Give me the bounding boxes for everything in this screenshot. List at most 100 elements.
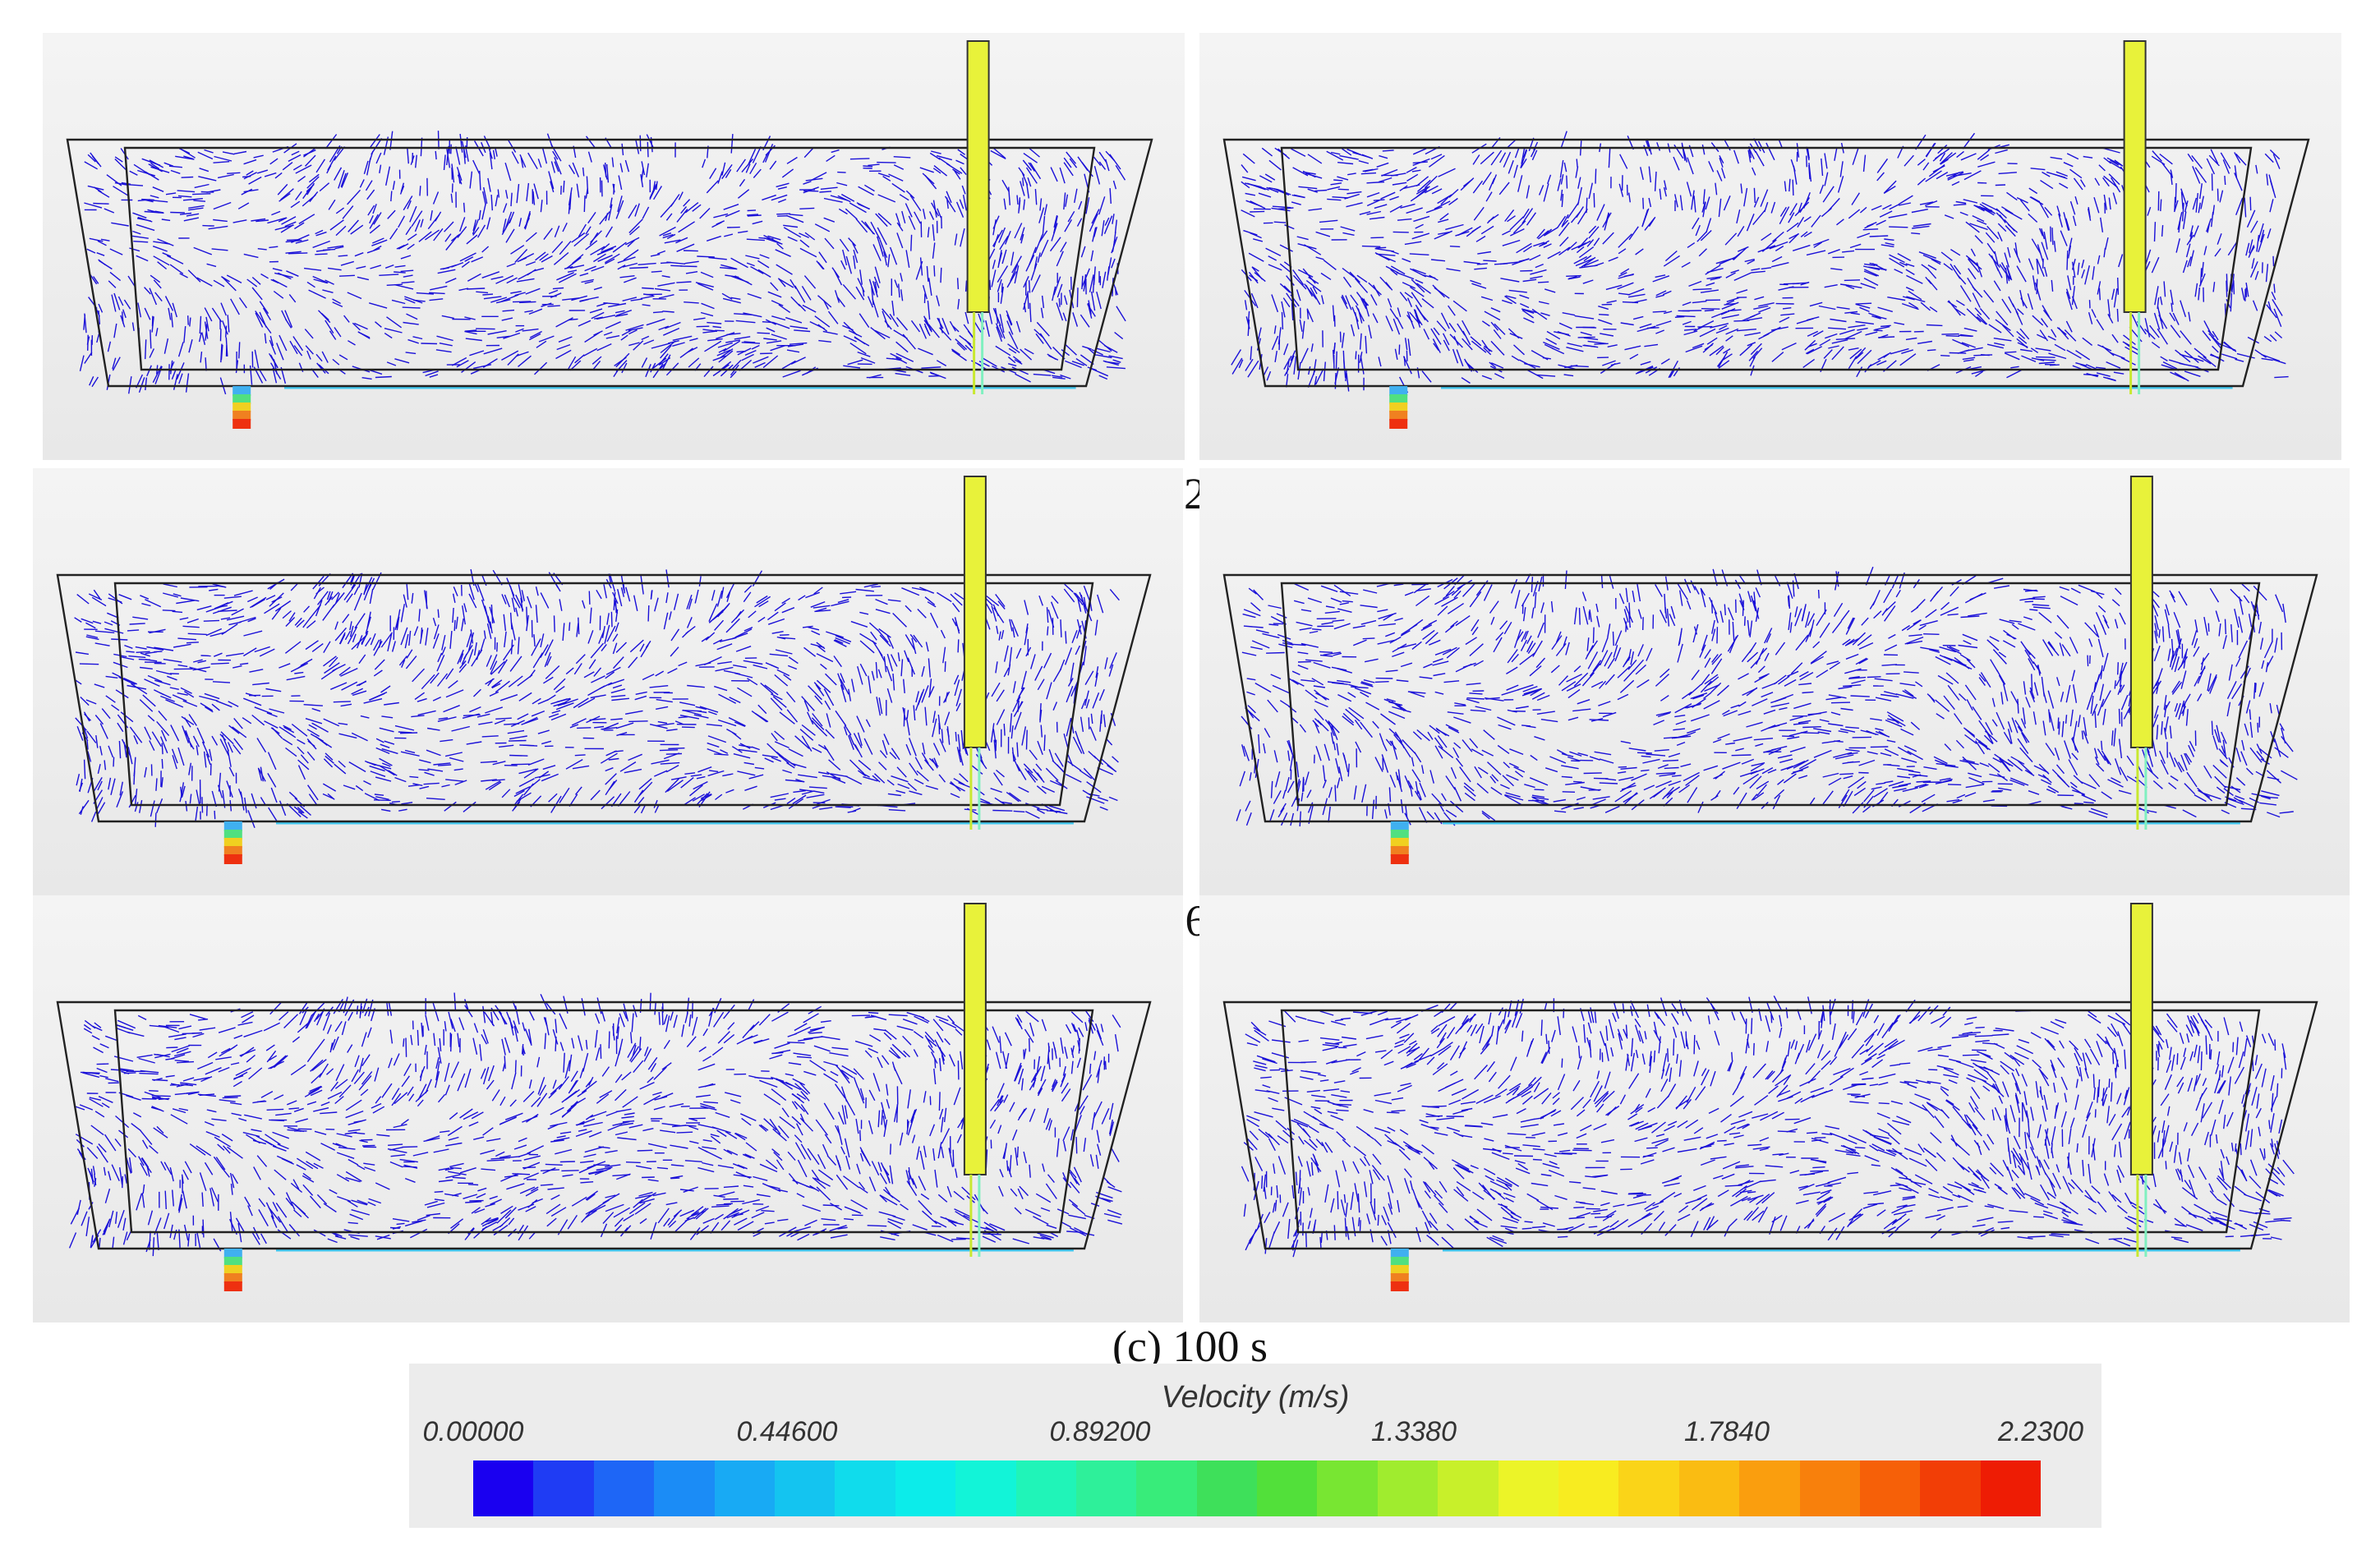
velocity-vector: [651, 270, 662, 273]
velocity-vector: [1629, 353, 1639, 360]
velocity-vector: [1758, 302, 1775, 307]
velocity-vector: [1027, 177, 1032, 187]
velocity-vector: [1112, 756, 1119, 763]
velocity-vector: [407, 147, 409, 164]
velocity-vector: [2106, 157, 2124, 167]
velocity-vector: [531, 710, 546, 717]
velocity-vector: [1096, 347, 1111, 353]
velocity-vector: [498, 659, 508, 674]
velocity-vector: [1389, 196, 1399, 200]
velocity-vector: [1582, 326, 1597, 329]
velocity-vector: [464, 330, 477, 335]
velocity-vector: [2027, 293, 2033, 310]
velocity-vector: [844, 724, 852, 736]
velocity-vector: [937, 591, 952, 603]
velocity-vector: [633, 804, 642, 814]
velocity-vector: [2235, 197, 2244, 215]
velocity-vector: [312, 240, 330, 249]
velocity-vector: [222, 320, 228, 335]
velocity-vector: [931, 758, 938, 769]
velocity-vector: [555, 317, 573, 328]
velocity-vector: [153, 279, 162, 289]
velocity-vector: [307, 784, 319, 801]
velocity-vector: [315, 586, 325, 595]
velocity-vector: [1606, 300, 1617, 304]
velocity-vector: [1977, 219, 1987, 225]
velocity-vector: [2218, 748, 2228, 760]
velocity-vector: [1593, 192, 1595, 208]
velocity-vector: [446, 149, 451, 168]
velocity-vector: [494, 719, 506, 724]
velocity-vector: [2107, 299, 2111, 317]
velocity-vector: [783, 224, 799, 228]
velocity-vector: [1706, 337, 1718, 345]
velocity-vector: [852, 807, 861, 812]
velocity-vector: [325, 596, 334, 606]
velocity-vector: [297, 738, 306, 745]
velocity-vector: [610, 718, 623, 720]
velocity-vector: [1271, 294, 1279, 313]
velocity-vector: [550, 713, 567, 721]
velocity-vector: [896, 222, 904, 232]
velocity-vector: [870, 631, 877, 641]
velocity-vector: [532, 697, 541, 705]
velocity-vector: [1876, 158, 1889, 173]
velocity-vector: [1561, 214, 1569, 227]
velocity-vector: [1016, 687, 1024, 702]
velocity-vector: [268, 807, 279, 823]
velocity-vector: [1604, 674, 1615, 686]
velocity-vector: [1819, 184, 1825, 194]
velocity-vector: [583, 195, 586, 213]
tundish-inner-outline: [123, 146, 1096, 371]
velocity-vector: [1080, 716, 1084, 733]
velocity-vector: [1515, 706, 1529, 710]
velocity-vector: [528, 333, 541, 341]
velocity-vector: [1845, 748, 1860, 752]
velocity-vector: [472, 219, 477, 232]
velocity-vector: [1692, 217, 1700, 230]
velocity-vector: [585, 226, 592, 235]
velocity-vector: [295, 191, 302, 200]
velocity-vector: [1414, 309, 1420, 324]
velocity-vector: [305, 718, 323, 724]
velocity-vector: [1561, 194, 1564, 208]
velocity-vector: [998, 324, 1006, 339]
velocity-vector: [1505, 295, 1517, 299]
velocity-vector: [145, 339, 147, 360]
velocity-vector: [1793, 702, 1811, 710]
velocity-vector: [247, 810, 255, 828]
velocity-vector: [295, 239, 309, 244]
velocity-vector: [1812, 330, 1824, 338]
velocity-vector: [1831, 346, 1844, 361]
velocity-vector: [555, 349, 572, 360]
velocity-vector: [715, 794, 723, 801]
velocity-vector: [414, 692, 426, 701]
velocity-vector: [1009, 646, 1013, 667]
velocity-vector: [667, 668, 678, 674]
velocity-vector: [610, 611, 613, 628]
velocity-vector: [1109, 588, 1120, 601]
velocity-vector: [737, 230, 748, 233]
velocity-vector: [911, 586, 927, 591]
velocity-vector: [724, 233, 734, 237]
velocity-vector: [702, 329, 718, 332]
velocity-vector: [802, 625, 813, 628]
velocity-vector: [1065, 194, 1069, 207]
velocity-vector: [509, 612, 513, 630]
velocity-vector: [365, 637, 371, 647]
velocity-vector: [748, 774, 764, 780]
velocity-vector: [2210, 149, 2219, 164]
velocity-vector: [269, 246, 279, 249]
velocity-vector: [1300, 609, 1312, 612]
velocity-vector: [1973, 354, 1993, 356]
velocity-vector: [1655, 290, 1667, 297]
velocity-vector: [1310, 287, 1321, 306]
velocity-vector: [357, 331, 371, 339]
velocity-vector: [2123, 334, 2136, 346]
velocity-vector: [649, 685, 669, 688]
velocity-vector: [1901, 349, 1914, 354]
velocity-vector: [1409, 268, 1427, 278]
velocity-vector: [369, 215, 374, 224]
velocity-vector: [1887, 297, 1906, 301]
velocity-vector: [495, 680, 510, 693]
